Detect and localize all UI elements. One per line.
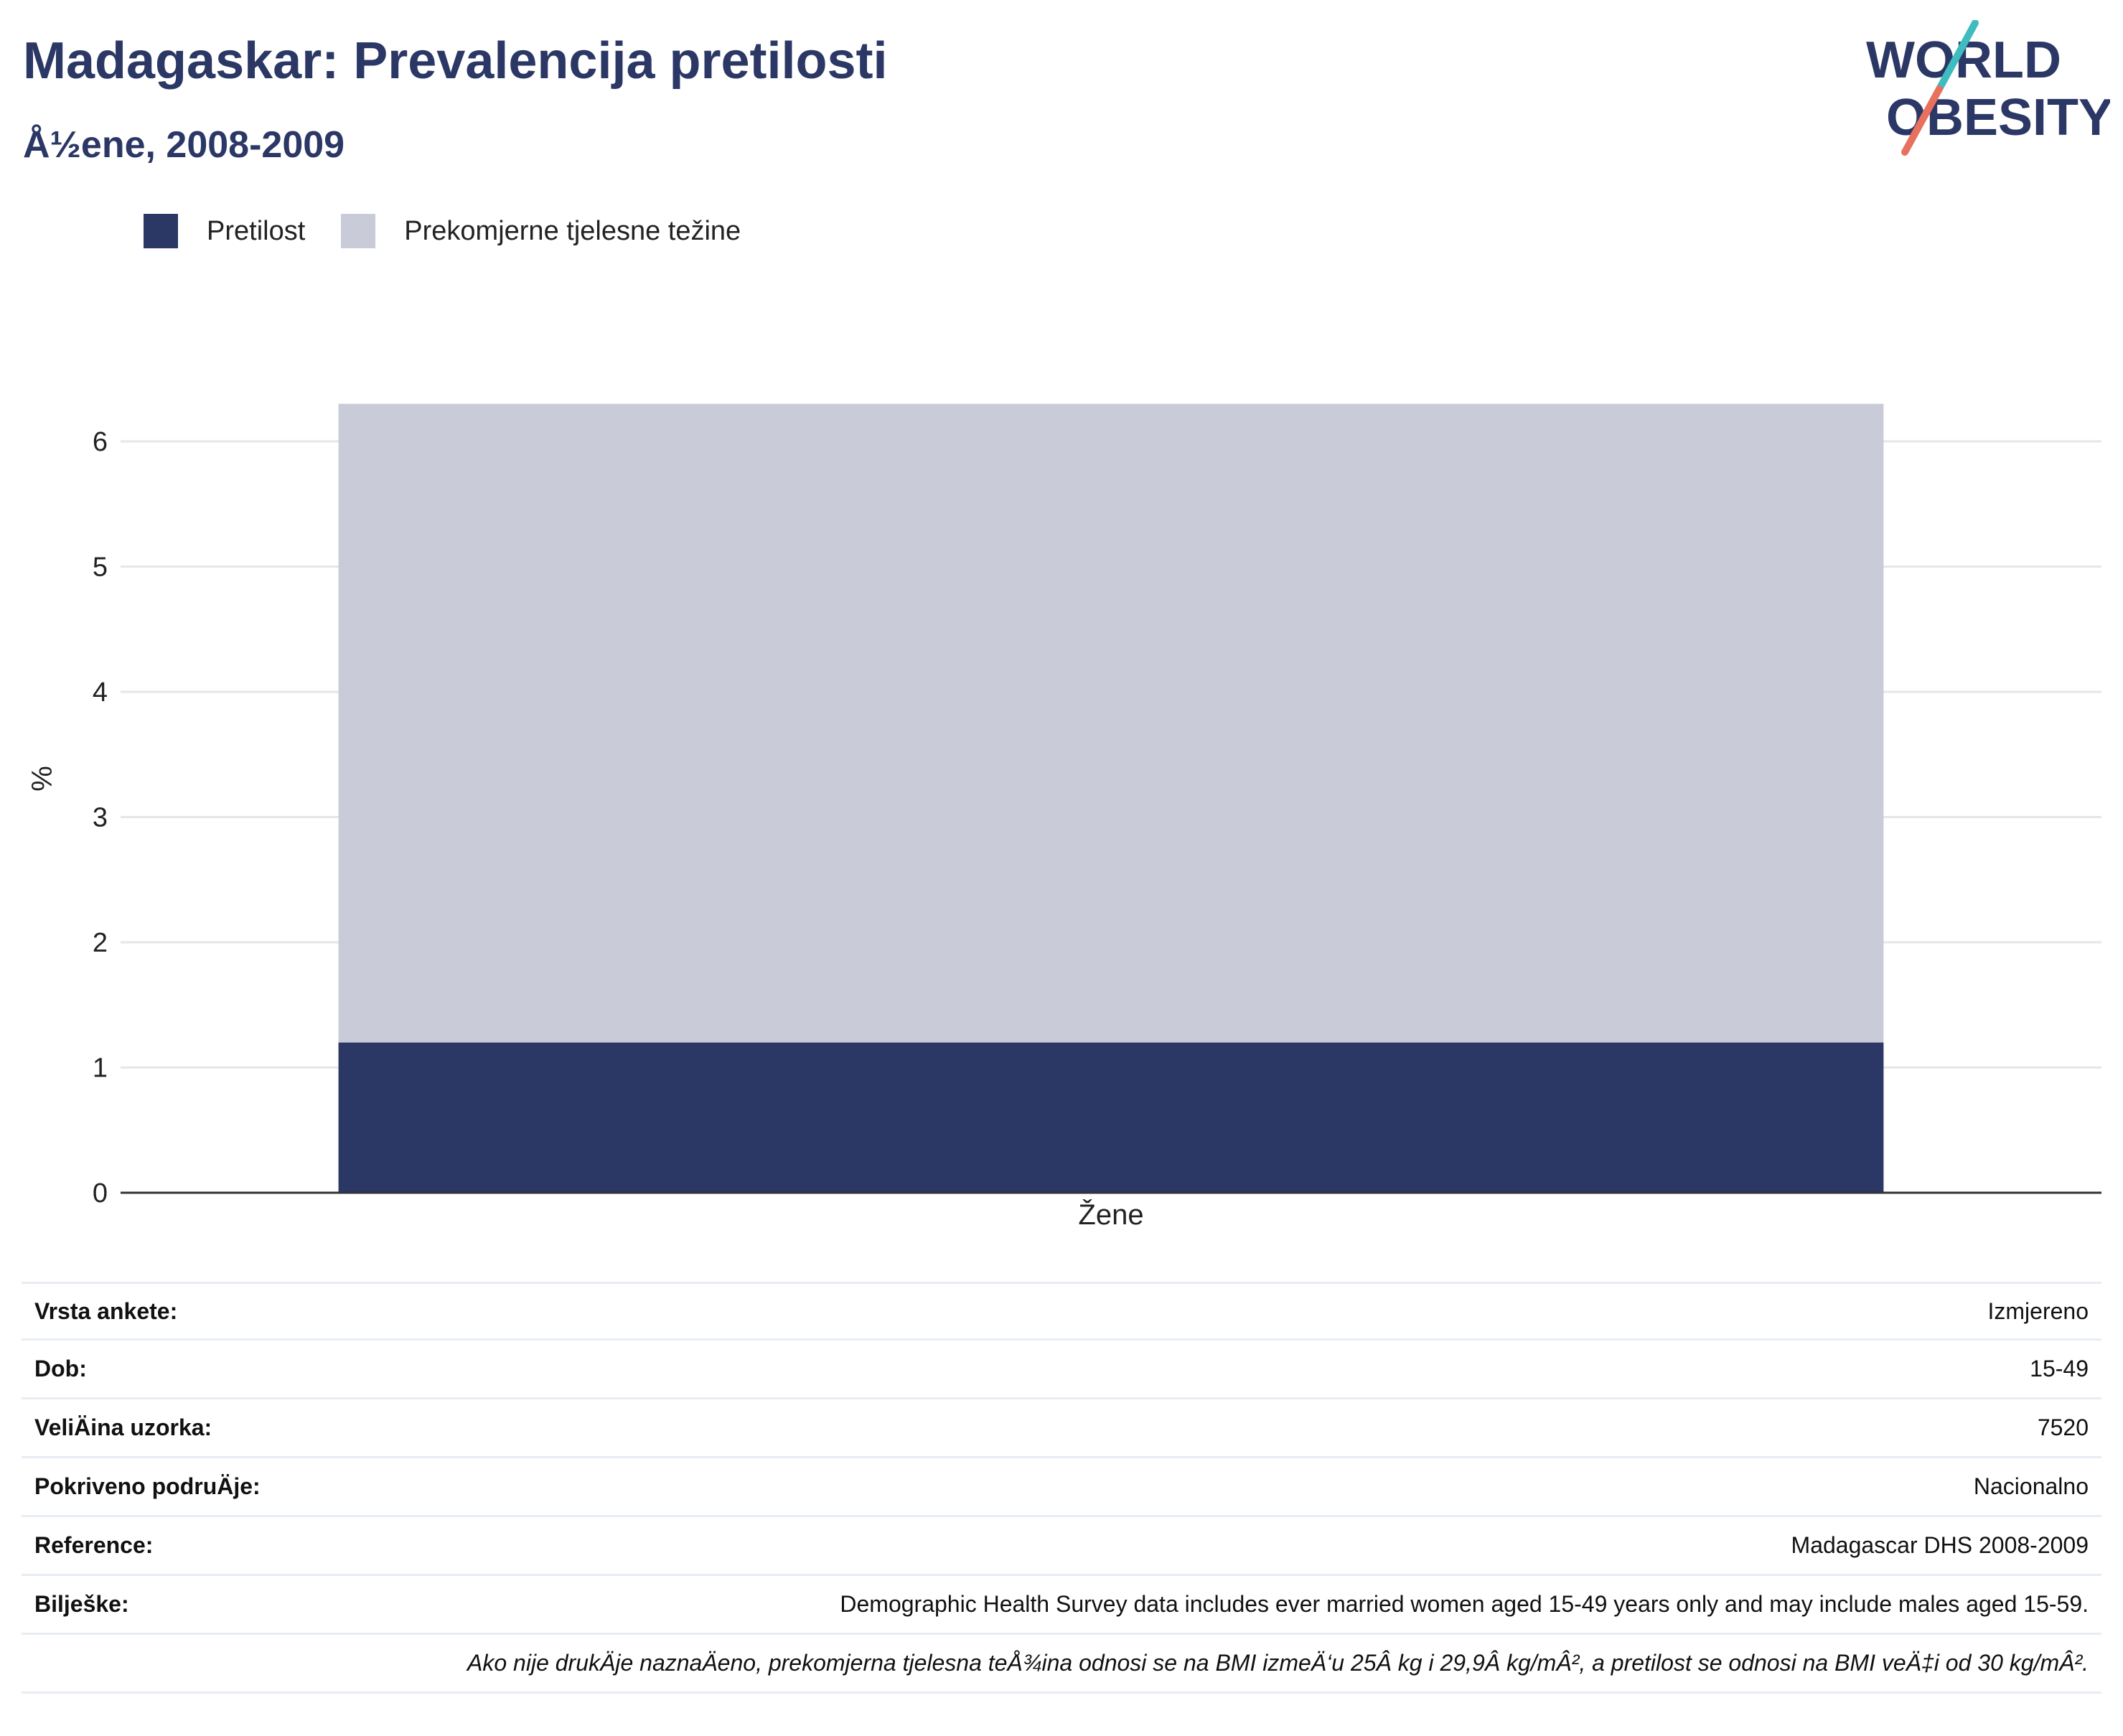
info-label: Reference: (34, 1532, 153, 1559)
y-tick-label: 6 (93, 427, 108, 457)
info-label: Pokriveno podruÄ je: (34, 1473, 261, 1500)
y-axis-label: % (27, 766, 58, 792)
y-tick-label: 5 (93, 553, 108, 583)
info-row-area-covered: Pokriveno podruÄ je: Nacionalno (22, 1458, 2101, 1517)
survey-info-table: Vrsta ankete: Izmjereno Dob: 15-49 VeliÄ… (22, 1282, 2101, 1694)
info-row-sample-size: VeliÄ ina uzorka: 7520 (22, 1399, 2101, 1458)
y-tick-label: 3 (93, 803, 108, 833)
info-value: Izmjereno (1988, 1298, 2089, 1325)
info-value: Madagascar DHS 2008-2009 (1791, 1532, 2089, 1559)
info-label: Bilješke: (34, 1591, 129, 1618)
info-row-survey-type: Vrsta ankete: Izmjereno (22, 1282, 2101, 1341)
info-value: 15-49 (2030, 1356, 2089, 1382)
info-value: Nacionalno (1974, 1473, 2089, 1500)
y-tick-label: 2 (93, 928, 108, 958)
bar-overweight (339, 404, 1884, 1043)
info-label: VeliÄ ina uzorka: (34, 1414, 212, 1441)
info-row-reference: Reference: Madagascar DHS 2008-2009 (22, 1517, 2101, 1576)
x-category-label: Žene (1078, 1198, 1143, 1231)
info-label: Dob: (34, 1356, 87, 1382)
y-tick-label: 0 (93, 1178, 108, 1209)
info-row-notes: Bilješke: Demographic Health Survey data… (22, 1576, 2101, 1635)
info-row-footnote: Ako nije drukÄ je naznaÄ eno, prekomjern… (22, 1635, 2101, 1694)
info-label: Vrsta ankete: (34, 1298, 177, 1325)
bmi-footnote: Ako nije drukÄ je naznaÄ eno, prekomjern… (467, 1650, 2089, 1676)
info-row-age: Dob: 15-49 (22, 1341, 2101, 1399)
info-value: 7520 (2038, 1414, 2089, 1441)
info-value: Demographic Health Survey data includes … (840, 1591, 2089, 1618)
y-tick-label: 4 (93, 677, 108, 708)
bar-chart: 0 1 2 3 4 5 6% Žene (0, 0, 2123, 1263)
bar-obesity (339, 1043, 1884, 1193)
y-tick-label: 1 (93, 1054, 108, 1084)
